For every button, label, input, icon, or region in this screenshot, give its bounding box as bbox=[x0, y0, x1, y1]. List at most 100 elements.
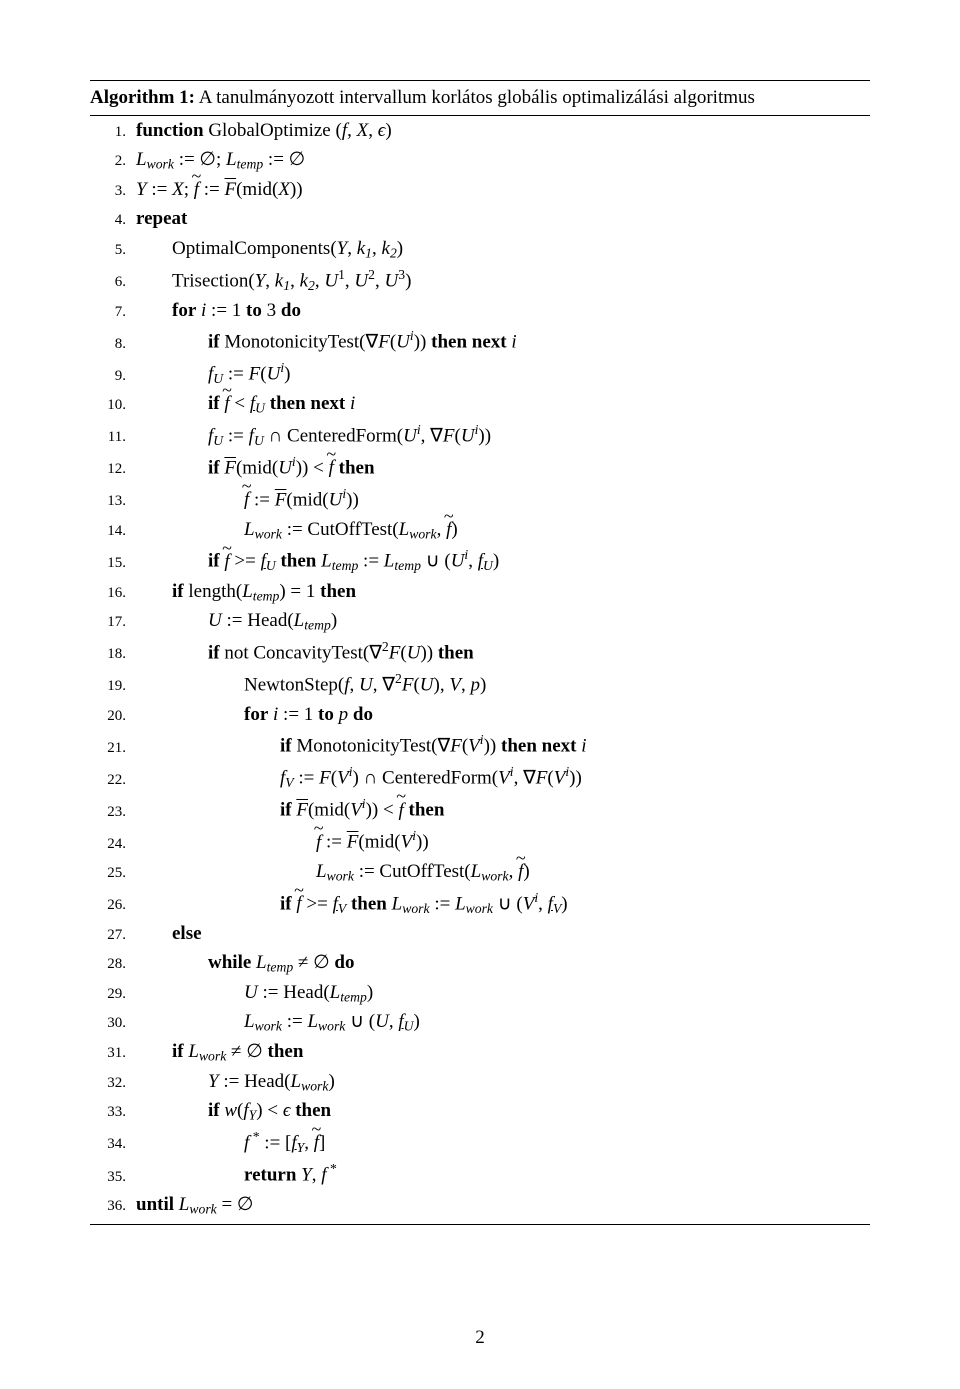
line-content: fU := fU ∩ CenteredForm(Ui, ∇F(Ui)) bbox=[136, 419, 491, 451]
keyword: do bbox=[281, 300, 301, 321]
math-italic: L bbox=[291, 1071, 302, 1092]
line-number: 22. bbox=[90, 769, 136, 792]
keyword: if bbox=[208, 393, 220, 414]
tilde-accent: f bbox=[296, 889, 301, 918]
math-italic: L bbox=[307, 1011, 318, 1032]
subscript: temp bbox=[332, 558, 359, 573]
math-italic: i bbox=[273, 704, 278, 725]
algorithm-label: Algorithm 1: bbox=[90, 87, 195, 108]
subscript: 2 bbox=[390, 245, 397, 260]
math-italic: k bbox=[300, 270, 308, 291]
line-number: 8. bbox=[90, 333, 136, 356]
line-number: 28. bbox=[90, 953, 136, 976]
line-content: f := F(mid(Ui)) bbox=[136, 483, 359, 515]
tilde-accent: f bbox=[314, 1128, 319, 1157]
subscript: U bbox=[213, 433, 223, 448]
page: Algorithm 1: A tanulmányozott intervallu… bbox=[0, 0, 960, 1389]
line-content: return Y, f * bbox=[136, 1158, 337, 1190]
keyword: while bbox=[208, 952, 251, 973]
line-content: fV := F(Vi) ∩ CenteredForm(Vi, ∇F(Vi)) bbox=[136, 761, 582, 793]
math-italic: V bbox=[498, 768, 510, 789]
math-italic: U bbox=[267, 364, 281, 385]
math-italic: U bbox=[278, 457, 292, 478]
algorithm-body: 1.function GlobalOptimize (f, X, ϵ)2.Lwo… bbox=[90, 116, 870, 1225]
math-italic: L bbox=[392, 893, 403, 914]
line-number: 26. bbox=[90, 894, 136, 917]
algorithm-line: 9.fU := F(Ui) bbox=[90, 357, 870, 389]
superscript: i bbox=[362, 796, 366, 811]
line-number: 23. bbox=[90, 801, 136, 824]
line-number: 25. bbox=[90, 862, 136, 885]
math-italic: U bbox=[354, 270, 368, 291]
keyword: then next bbox=[431, 332, 506, 353]
line-number: 14. bbox=[90, 520, 136, 543]
subscript: work bbox=[466, 901, 493, 916]
keyword: then next bbox=[270, 393, 345, 414]
math-italic: U bbox=[324, 270, 338, 291]
line-content: Y := X; f := F(mid(X)) bbox=[136, 175, 303, 204]
math-italic: U bbox=[407, 642, 421, 663]
overline: F bbox=[296, 800, 308, 821]
subscript: 1 bbox=[365, 245, 372, 260]
algorithm-line: 20.for i := 1 to p do bbox=[90, 700, 870, 729]
superscript: * bbox=[249, 1129, 259, 1144]
superscript: 1 bbox=[338, 267, 345, 282]
line-content: Lwork := CutOffTest(Lwork, f) bbox=[136, 857, 530, 887]
math-italic: p bbox=[339, 704, 349, 725]
superscript: 2 bbox=[368, 267, 375, 282]
math-italic: U bbox=[329, 489, 343, 510]
math-italic: Y bbox=[301, 1165, 312, 1186]
math-italic: ϵ bbox=[378, 120, 386, 141]
math-italic: F bbox=[450, 736, 462, 757]
line-content: f * := [fY, f] bbox=[136, 1126, 325, 1158]
keyword: return bbox=[244, 1165, 296, 1186]
subscript: work bbox=[402, 901, 429, 916]
superscript: i bbox=[412, 828, 416, 843]
line-number: 19. bbox=[90, 675, 136, 698]
keyword: if bbox=[280, 800, 292, 821]
math-italic: F bbox=[319, 768, 331, 789]
superscript: i bbox=[565, 764, 569, 779]
algorithm-line: 18.if not ConcavityTest(∇2F(U)) then bbox=[90, 636, 870, 668]
keyword: if bbox=[208, 551, 220, 572]
subscript: temp bbox=[304, 618, 331, 633]
line-number: 24. bbox=[90, 833, 136, 856]
math-italic: V bbox=[468, 736, 480, 757]
math-italic: U bbox=[375, 1011, 389, 1032]
overline: F bbox=[224, 457, 236, 478]
line-content: NewtonStep(f, U, ∇2F(U), V, p) bbox=[136, 668, 486, 700]
overline: F bbox=[347, 832, 359, 853]
keyword: if bbox=[172, 581, 184, 602]
line-content: if w(fY) < ϵ then bbox=[136, 1096, 331, 1126]
algorithm-line: 6.Trisection(Y, k1, k2, U1, U2, U3) bbox=[90, 264, 870, 296]
subscript: Y bbox=[249, 1108, 257, 1123]
line-number: 21. bbox=[90, 737, 136, 760]
keyword: function bbox=[136, 120, 204, 141]
keyword: to bbox=[246, 300, 262, 321]
tilde-accent: f bbox=[224, 389, 229, 418]
tilde-accent: f bbox=[398, 796, 403, 825]
line-content: U := Head(Ltemp) bbox=[136, 606, 337, 636]
line-number: 34. bbox=[90, 1133, 136, 1156]
line-content: for i := 1 to 3 do bbox=[136, 296, 301, 325]
math-italic: L bbox=[399, 519, 410, 540]
keyword: if bbox=[208, 332, 220, 353]
math-italic: X bbox=[357, 120, 369, 141]
math-italic: Y bbox=[208, 1071, 219, 1092]
math-italic: U bbox=[208, 610, 222, 631]
math-italic: L bbox=[244, 1011, 255, 1032]
subscript: temp bbox=[253, 588, 280, 603]
subscript: U bbox=[404, 1019, 414, 1034]
math-italic: U bbox=[359, 674, 373, 695]
algorithm-header: Algorithm 1: A tanulmányozott intervallu… bbox=[90, 80, 870, 116]
math-italic: L bbox=[384, 551, 395, 572]
line-number: 15. bbox=[90, 552, 136, 575]
page-number: 2 bbox=[0, 1327, 960, 1349]
line-number: 32. bbox=[90, 1072, 136, 1095]
line-number: 27. bbox=[90, 924, 136, 947]
tilde-accent: f bbox=[446, 515, 451, 544]
math-italic: Y bbox=[255, 270, 266, 291]
line-content: if f < fU then next i bbox=[136, 389, 355, 419]
line-number: 5. bbox=[90, 239, 136, 262]
line-content: if length(Ltemp) = 1 then bbox=[136, 577, 356, 607]
